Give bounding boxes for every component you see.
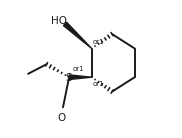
Text: S: S — [65, 73, 72, 83]
Polygon shape — [69, 75, 92, 79]
Text: or1: or1 — [92, 39, 104, 45]
Text: HO: HO — [51, 16, 67, 26]
Text: or1: or1 — [73, 66, 84, 72]
Text: or1: or1 — [92, 81, 104, 87]
Text: O: O — [58, 113, 66, 123]
Polygon shape — [64, 22, 92, 49]
